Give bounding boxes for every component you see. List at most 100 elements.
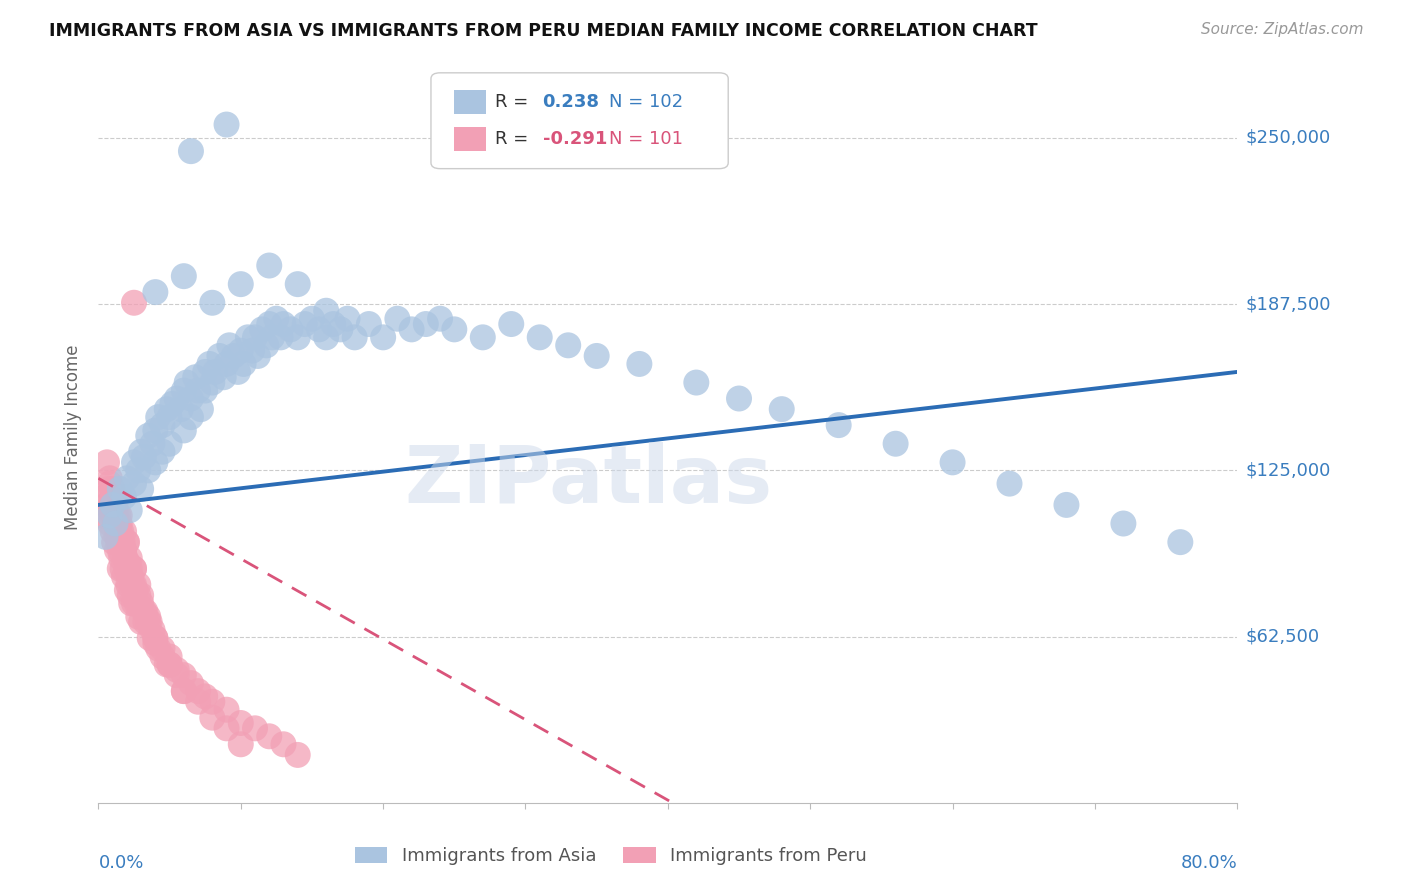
Point: [110, 524, 132, 539]
Point: [222, 349, 245, 363]
Point: [194, 690, 217, 704]
Point: [108, 482, 131, 496]
Point: [105, 543, 128, 558]
Point: [136, 609, 159, 624]
Point: [118, 588, 141, 602]
Point: [770, 402, 793, 417]
Point: [501, 317, 523, 331]
Point: [159, 657, 181, 672]
Point: [118, 503, 141, 517]
Point: [122, 476, 145, 491]
Point: [96, 498, 118, 512]
Point: [117, 577, 139, 591]
Point: [122, 577, 145, 591]
Point: [201, 376, 224, 390]
Point: [357, 317, 380, 331]
Point: [145, 285, 167, 299]
Text: ZIPatlas: ZIPatlas: [404, 442, 772, 520]
Point: [166, 663, 188, 677]
Point: [229, 343, 252, 358]
Point: [134, 615, 156, 629]
Point: [159, 410, 181, 425]
Point: [215, 118, 238, 132]
Point: [287, 277, 309, 292]
Legend: Immigrants from Asia, Immigrants from Peru: Immigrants from Asia, Immigrants from Pe…: [346, 838, 876, 874]
Point: [685, 376, 707, 390]
Point: [184, 370, 207, 384]
Point: [122, 295, 145, 310]
Point: [111, 562, 134, 576]
Point: [107, 508, 129, 523]
Point: [105, 530, 128, 544]
Point: [194, 384, 217, 398]
Point: [108, 516, 131, 531]
Point: [129, 596, 152, 610]
Point: [201, 695, 224, 709]
Point: [129, 444, 152, 458]
Point: [115, 557, 138, 571]
Point: [101, 508, 124, 523]
Point: [173, 384, 195, 398]
Point: [315, 303, 337, 318]
Point: [96, 455, 118, 469]
Point: [173, 684, 195, 698]
Point: [152, 418, 174, 433]
Point: [115, 535, 138, 549]
Point: [1112, 516, 1135, 531]
Text: R =: R =: [495, 94, 534, 112]
Point: [250, 322, 273, 336]
Point: [112, 490, 135, 504]
Text: 0.0%: 0.0%: [98, 854, 143, 872]
Point: [373, 330, 395, 344]
Point: [415, 317, 437, 331]
Text: IMMIGRANTS FROM ASIA VS IMMIGRANTS FROM PERU MEDIAN FAMILY INCOME CORRELATION CH: IMMIGRANTS FROM ASIA VS IMMIGRANTS FROM …: [49, 22, 1038, 40]
Point: [134, 604, 156, 618]
Point: [229, 737, 252, 751]
Point: [122, 455, 145, 469]
Point: [122, 562, 145, 576]
Point: [112, 543, 135, 558]
Point: [204, 365, 226, 379]
Bar: [454, 90, 485, 114]
Point: [124, 582, 146, 597]
Point: [180, 410, 202, 425]
Point: [104, 498, 127, 512]
Point: [180, 676, 202, 690]
Point: [136, 429, 159, 443]
Point: [287, 747, 309, 762]
Point: [138, 615, 160, 629]
Point: [98, 503, 121, 517]
Point: [280, 322, 302, 336]
Point: [322, 317, 344, 331]
Point: [259, 259, 281, 273]
Point: [145, 631, 167, 645]
Point: [141, 623, 163, 637]
Point: [98, 476, 121, 491]
Point: [308, 322, 330, 336]
Point: [173, 424, 195, 438]
FancyBboxPatch shape: [432, 73, 728, 169]
Point: [127, 577, 149, 591]
Point: [628, 357, 651, 371]
Point: [162, 397, 184, 411]
Point: [301, 311, 323, 326]
Point: [170, 402, 193, 417]
Point: [108, 524, 131, 539]
Point: [132, 450, 155, 464]
Point: [585, 349, 607, 363]
Point: [136, 463, 159, 477]
Point: [115, 535, 138, 549]
Text: N = 101: N = 101: [609, 130, 683, 148]
Point: [136, 615, 159, 629]
Point: [294, 317, 316, 331]
Point: [145, 455, 167, 469]
Point: [884, 436, 907, 450]
Point: [118, 562, 141, 576]
Point: [107, 535, 129, 549]
Point: [115, 562, 138, 576]
Point: [229, 277, 252, 292]
Point: [187, 684, 209, 698]
Point: [166, 668, 188, 682]
Point: [110, 551, 132, 566]
Point: [215, 357, 238, 371]
